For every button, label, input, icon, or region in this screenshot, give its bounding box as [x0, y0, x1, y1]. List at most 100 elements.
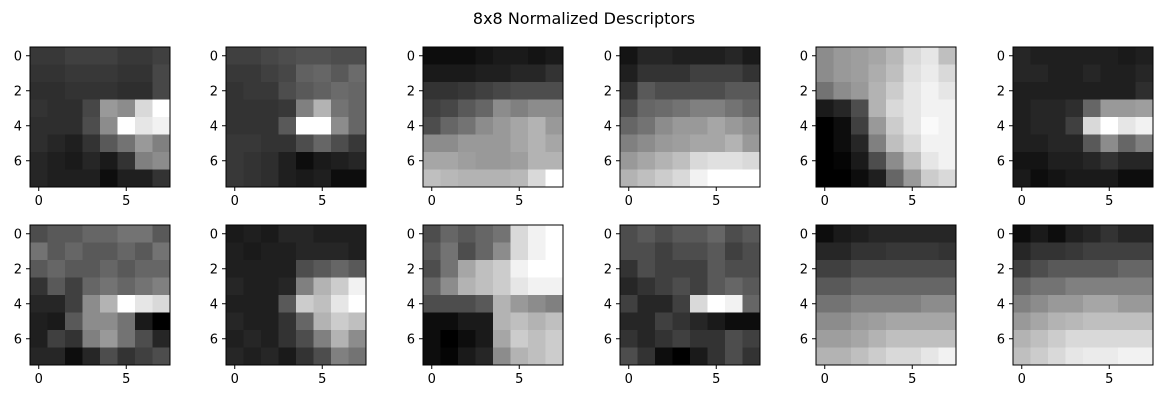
x-tick-label: 0	[231, 372, 239, 387]
heatmap-cell	[458, 225, 476, 243]
heatmap-cell	[707, 295, 726, 313]
heatmap-cell	[1135, 134, 1154, 153]
heatmap-cell	[833, 295, 852, 313]
heatmap-cell	[707, 82, 726, 100]
y-tick-label: 0	[997, 49, 1005, 64]
heatmap-cell	[816, 242, 834, 261]
heatmap-cell	[1013, 242, 1031, 261]
y-tick-label: 6	[997, 332, 1005, 347]
y-tick-label: 0	[210, 227, 218, 242]
y-tick-label: 6	[407, 154, 415, 169]
heatmap-cell	[313, 152, 332, 170]
heatmap-cell	[117, 117, 136, 135]
heatmap-cell	[296, 47, 314, 65]
heatmap-cell	[833, 225, 852, 243]
heatmap-cell	[655, 82, 673, 100]
heatmap-cell	[1013, 152, 1031, 170]
heatmap-cell	[82, 117, 101, 135]
heatmap-cell	[1065, 225, 1084, 243]
heatmap-cell	[903, 312, 922, 331]
x-tick-label: 5	[712, 194, 720, 209]
heatmap-cell	[742, 260, 761, 278]
heatmap-cell	[458, 277, 476, 296]
heatmap-cell	[458, 295, 476, 313]
heatmap-cell	[278, 169, 297, 188]
heatmap-cell	[510, 330, 529, 348]
y-tick-label: 4	[407, 119, 415, 134]
heatmap-cell	[135, 312, 153, 331]
heatmap-cell	[100, 82, 118, 100]
heatmap-cell	[637, 242, 656, 261]
heatmap-cell	[620, 169, 638, 188]
heatmap-cell	[1013, 295, 1031, 313]
heatmap-cell	[458, 347, 476, 366]
heatmap-cell	[1065, 134, 1084, 153]
heatmap-cell	[475, 225, 494, 243]
heatmap-cell	[1100, 312, 1119, 331]
heatmap-cell	[545, 82, 564, 100]
heatmap-cell	[637, 64, 656, 83]
x-tick-label: 5	[908, 372, 916, 387]
heatmap-cell	[528, 330, 546, 348]
heatmap-cell	[742, 117, 761, 135]
heatmap-cell	[528, 82, 546, 100]
heatmap-cell	[117, 277, 136, 296]
heatmap-cell	[938, 225, 957, 243]
heatmap-cell	[82, 242, 101, 261]
heatmap-cell	[65, 260, 83, 278]
heatmap-cell	[331, 82, 349, 100]
heatmap-cell	[331, 277, 349, 296]
heatmap-cell	[1100, 169, 1119, 188]
heatmap-cell	[100, 242, 118, 261]
heatmap-cell	[65, 82, 83, 100]
y-tick-label: 4	[14, 297, 22, 312]
heatmap-cell	[938, 277, 957, 296]
heatmap-cell	[921, 134, 939, 153]
heatmap-cell	[475, 152, 494, 170]
heatmap-cell	[851, 82, 869, 100]
heatmap-cell	[903, 277, 922, 296]
heatmap-cell	[851, 312, 869, 331]
heatmap-cell	[528, 347, 546, 366]
heatmap-cell	[672, 225, 691, 243]
heatmap-cell	[637, 295, 656, 313]
heatmap-cell	[152, 295, 171, 313]
heatmap-cell	[655, 99, 673, 118]
heatmap-cell	[440, 295, 459, 313]
heatmap-cell	[82, 47, 101, 65]
heatmap-cell	[1030, 64, 1049, 83]
heatmap-cell	[296, 225, 314, 243]
heatmap-cell	[313, 295, 332, 313]
heatmap-cell	[1013, 277, 1031, 296]
heatmap-cell	[423, 295, 441, 313]
y-tick-label: 2	[14, 262, 22, 277]
heatmap-cell	[423, 330, 441, 348]
heatmap-cell	[637, 260, 656, 278]
heatmap-cell	[1083, 242, 1101, 261]
heatmap-cell	[725, 330, 743, 348]
heatmap-cell	[868, 295, 887, 313]
heatmap-cell	[903, 64, 922, 83]
heatmap-cell	[707, 242, 726, 261]
heatmap-cell	[313, 47, 332, 65]
heatmap-cell	[278, 99, 297, 118]
heatmap-cell	[1048, 295, 1066, 313]
heatmap-cell	[655, 330, 673, 348]
heatmap-cell	[707, 152, 726, 170]
heatmap-cell	[1048, 242, 1066, 261]
heatmap-cell	[886, 242, 904, 261]
x-tick-label: 5	[122, 372, 130, 387]
heatmap-cell	[1013, 117, 1031, 135]
heatmap-cell	[226, 347, 244, 366]
heatmap-cell	[135, 47, 153, 65]
heatmap-cell	[707, 225, 726, 243]
heatmap-cell	[851, 99, 869, 118]
heatmap-cell	[1083, 225, 1101, 243]
y-tick-label: 6	[14, 154, 22, 169]
heatmap-cell	[545, 152, 564, 170]
heatmap-cell	[510, 64, 529, 83]
y-tick-label: 0	[604, 49, 612, 64]
heatmap-cell	[833, 347, 852, 366]
heatmap-cell	[1013, 169, 1031, 188]
heatmap-cell	[637, 347, 656, 366]
